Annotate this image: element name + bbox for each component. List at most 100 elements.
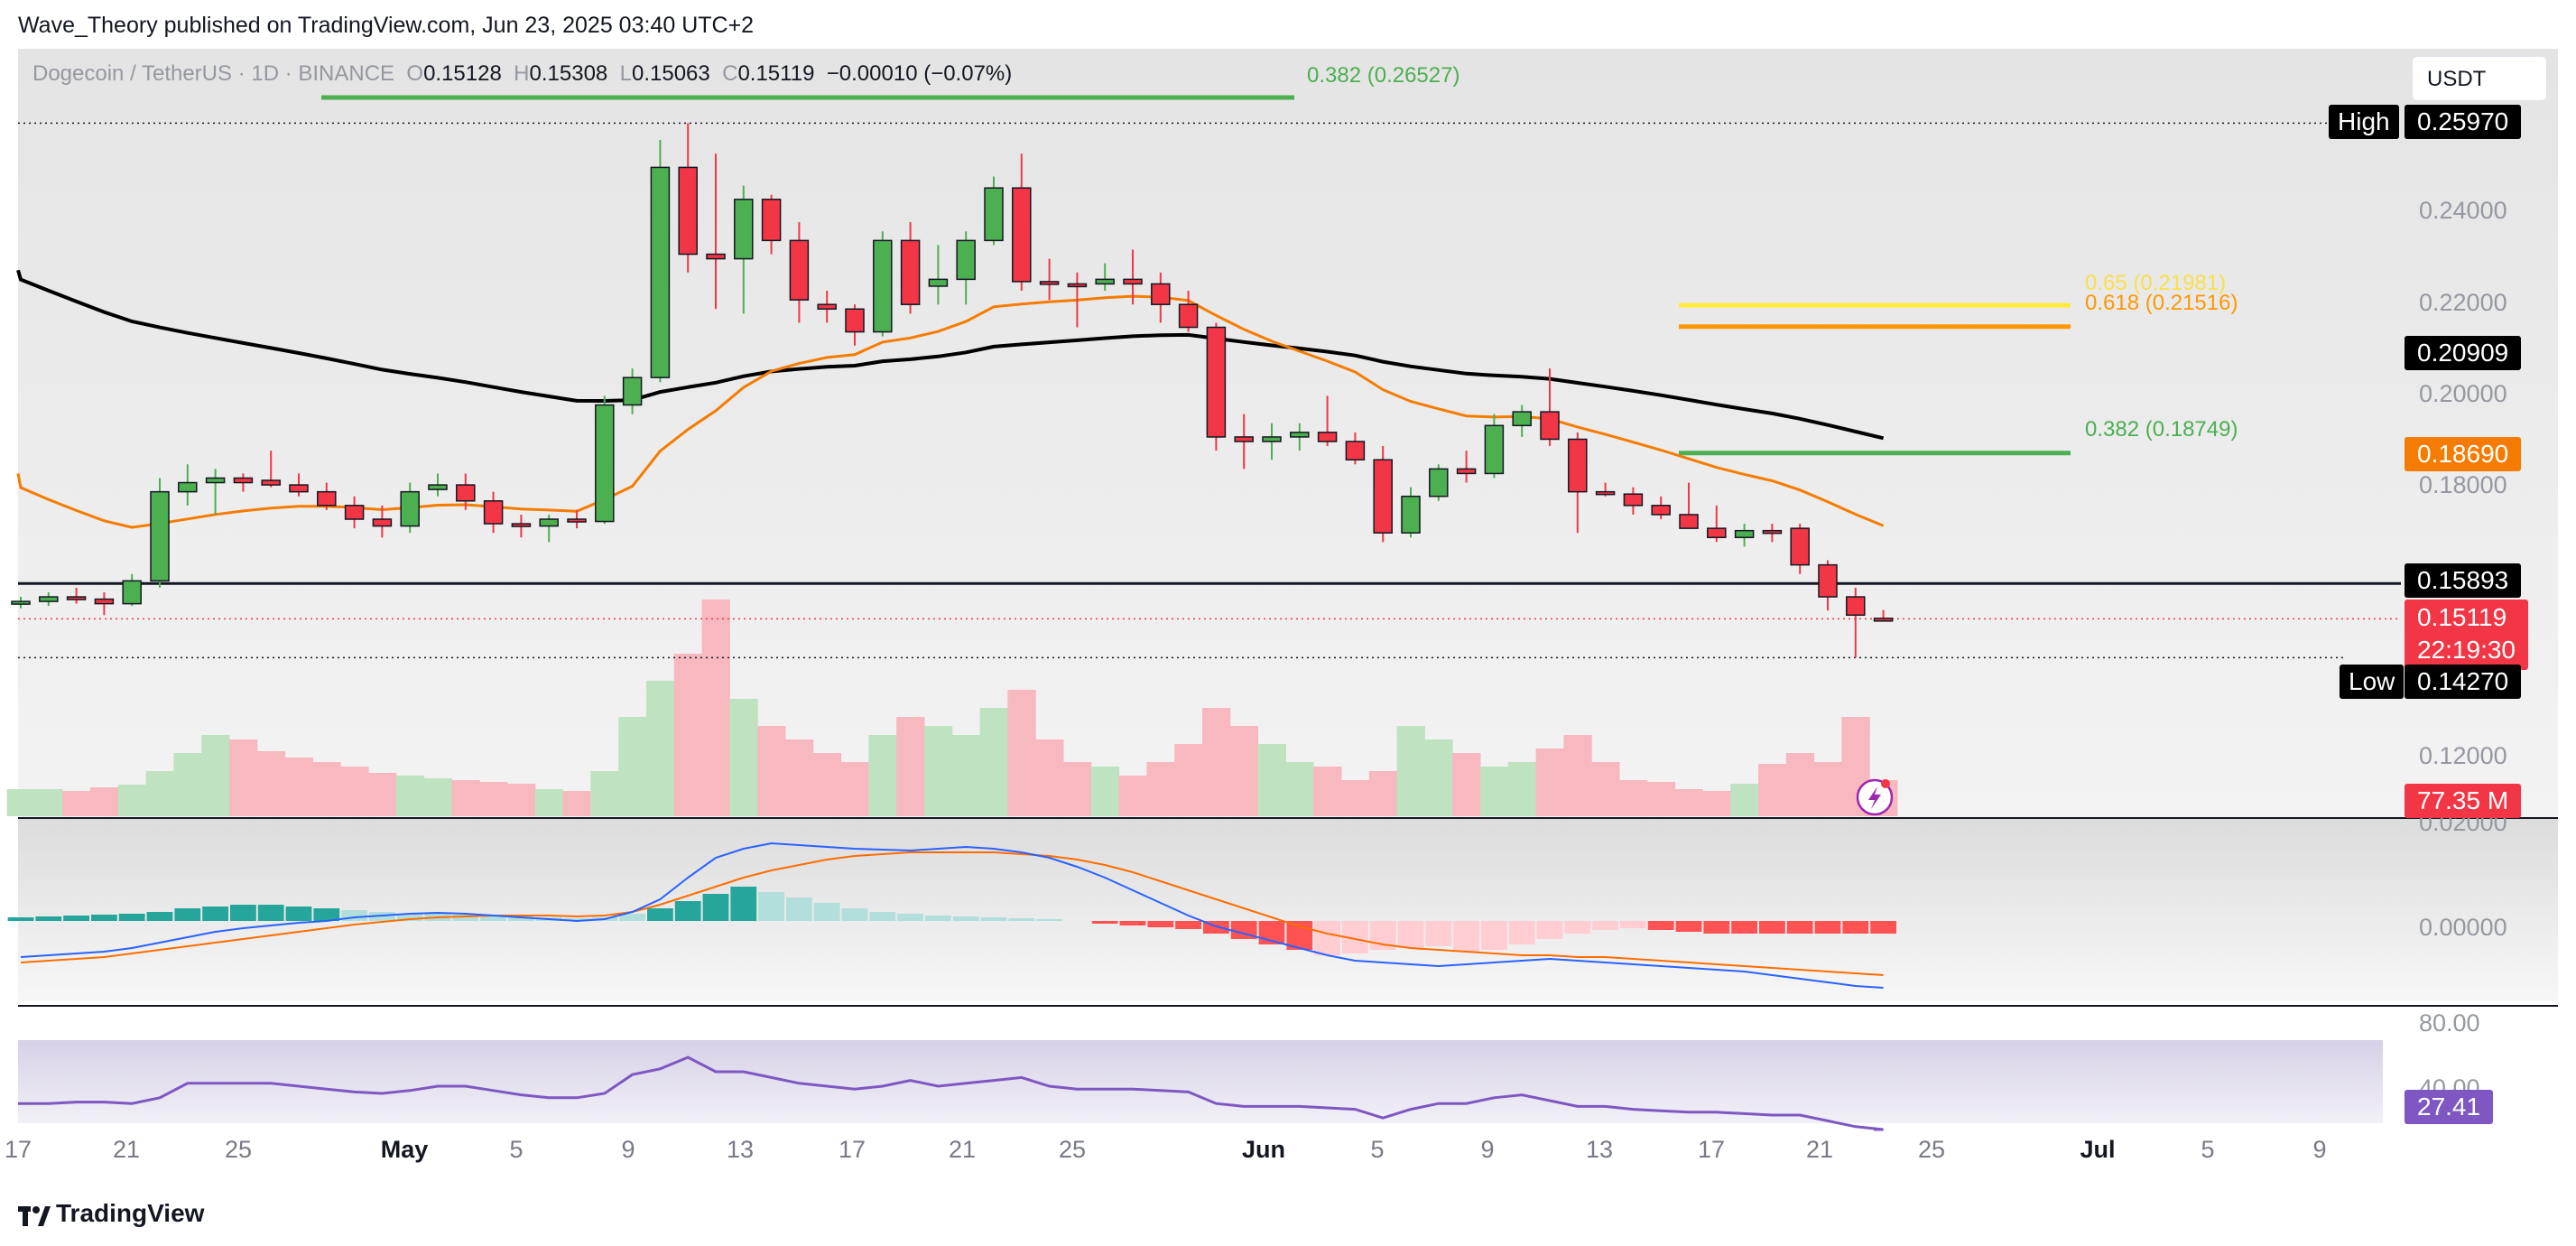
candle-body-17 [483,500,504,525]
volume-bar-42 [1174,744,1203,816]
candle-body-7 [205,477,226,484]
candle-body-32 [900,239,921,305]
candle-body-18 [511,523,532,527]
legend-h-label: H [514,61,530,86]
bar-countdown: 22:19:30 [2417,636,2516,664]
candle-body-14 [400,490,420,527]
volume-bar-41 [1146,762,1175,816]
macd-bar-2 [63,916,89,921]
candle-body-31 [873,239,893,333]
ema200-value-tag: 0.20909 [2405,336,2522,370]
moving-averages [16,269,1885,529]
last-price-tag: 0.15119 22:19:30 [2405,600,2528,670]
volume-bar-10 [284,758,313,816]
volume-bar-40 [1118,776,1147,816]
macd-bar-18 [508,916,534,921]
rsi-line [18,1055,1884,1131]
candle-body-25 [706,253,726,260]
macd-bar-8 [230,905,256,921]
volume-bar-35 [979,708,1008,816]
macd-bar-66 [1842,921,1869,934]
macd-bar-47 [1314,921,1340,955]
macd-bar-20 [563,918,590,921]
volume-bar-45 [1257,744,1286,816]
volume-bar-15 [423,778,452,816]
candle-body-19 [539,518,559,527]
candle-body-50 [1401,495,1421,534]
volume-bar-51 [1424,739,1453,816]
volume-bar-16 [451,780,480,816]
candle-body-40 [1123,278,1143,285]
ema50-value-tag: 0.18690 [2405,437,2522,471]
macd-line [20,842,1884,989]
macd-label-000: 0.00000 [2419,914,2507,941]
volume-bar-54 [1507,762,1537,816]
volume-bar-64 [1785,753,1815,816]
candle-body-12 [344,505,365,520]
macd-bar-59 [1647,921,1674,930]
candle-body-4 [122,580,142,605]
macd-bar-35 [980,917,1007,921]
time-label-11: 5 [1370,1136,1385,1163]
volume-bar-21 [590,771,619,816]
volume-bar-26 [729,699,758,816]
tradingview-brand[interactable]: TradingView [18,1199,204,1228]
fib-label-065: 0.65 (0.21981) [2085,271,2227,295]
volume-bar-38 [1063,762,1092,816]
macd-bar-16 [452,915,479,921]
candle-body-64 [1790,527,1810,566]
macd-pane-bg [18,818,2558,1001]
rsi-band [18,1040,2383,1123]
macd-bar-62 [1731,921,1757,934]
candle-body-39 [1095,278,1115,285]
macd-bar-22 [619,914,645,921]
candle-body-49 [1373,459,1393,534]
candle-body-52 [1456,468,1477,475]
volume-bar-50 [1396,726,1425,816]
volume-bar-0 [6,789,35,816]
time-label-7: 17 [838,1136,866,1163]
volume-bar-23 [646,681,675,816]
volume-bar-14 [395,776,425,816]
macd-bar-24 [674,901,701,921]
currency-button[interactable]: USDT [2412,56,2547,101]
time-label-19: 9 [2312,1136,2327,1163]
volume-bar-62 [1730,784,1759,816]
macd-bar-67 [1870,921,1896,934]
low-value-tag: 0.14270 [2405,665,2522,699]
volume-bar-34 [951,735,981,816]
macd-bar-28 [786,897,812,921]
macd-bar-23 [647,908,673,921]
macd-bar-63 [1759,921,1785,934]
volume-bar-47 [1313,767,1342,816]
candle-body-22 [622,377,643,406]
volume-bar-28 [785,739,814,816]
macd-bar-9 [257,905,284,921]
chart-legend[interactable]: Dogecoin / TetherUS · 1D · BINANCE O0.15… [32,61,1012,87]
time-label-13: 13 [1585,1136,1614,1163]
candle-body-55 [1540,411,1560,441]
lightning-icon[interactable] [1856,778,1894,816]
macd-bar-32 [897,914,923,921]
volume-bar-19 [534,789,564,816]
macd-bar-40 [1119,921,1146,925]
legend-change: −0.00010 (−0.07%) [826,61,1013,86]
candle-body-1 [39,596,59,602]
volume-bar-57 [1591,762,1620,816]
chart-area[interactable] [0,49,2576,1168]
macd-bar-52 [1453,921,1479,952]
macd-bar-53 [1481,921,1507,950]
candle-body-6 [178,481,198,493]
candle-body-29 [817,303,837,311]
volume-bar-6 [173,753,202,816]
legend-close: 0.15119 [737,61,815,86]
macd-bar-26 [730,887,757,921]
macd-bar-4 [118,914,145,921]
candle-body-60 [1679,514,1699,529]
volume-bar-39 [1090,767,1120,816]
candle-body-58 [1623,493,1644,507]
candle-body-42 [1178,303,1199,329]
candle-body-36 [1012,187,1032,283]
macd-bar-51 [1425,921,1452,946]
candle-body-59 [1651,505,1671,516]
